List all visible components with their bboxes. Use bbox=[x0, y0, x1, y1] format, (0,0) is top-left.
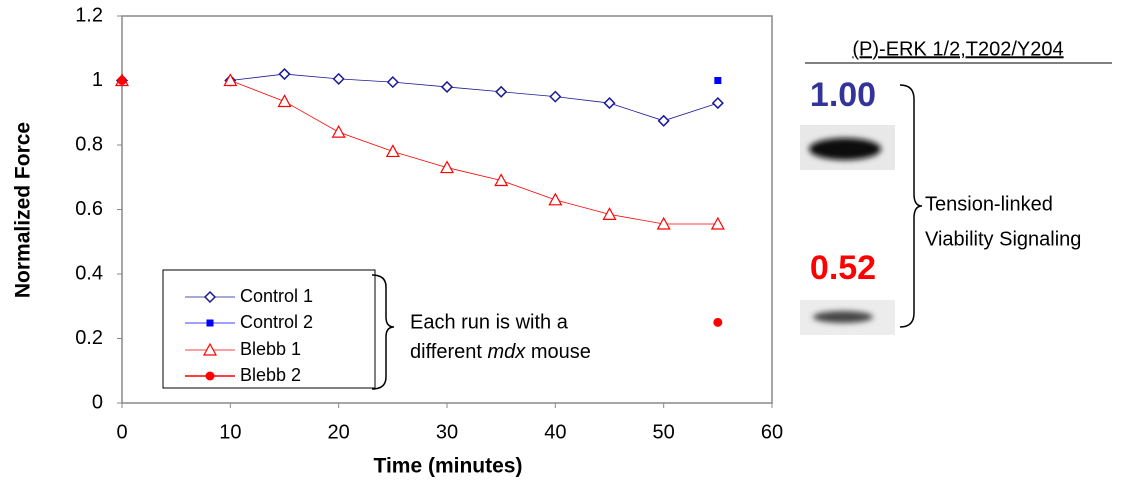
legend-box bbox=[162, 269, 376, 389]
legend-marker bbox=[203, 290, 217, 304]
blot-title: (P)-ERK 1/2,T202/Y204 bbox=[852, 38, 1063, 60]
y-tick-label: 1.2 bbox=[75, 4, 103, 26]
y-tick-label: 1 bbox=[92, 69, 103, 91]
note-part: mdx bbox=[487, 341, 526, 363]
x-tick-label: 20 bbox=[328, 421, 350, 443]
y-tick-label: 0.4 bbox=[75, 262, 103, 284]
point bbox=[602, 207, 617, 220]
point bbox=[439, 160, 455, 174]
blot-value: 0.52 bbox=[810, 249, 876, 287]
signal-label: Viability Signaling bbox=[925, 228, 1081, 250]
point bbox=[494, 173, 509, 187]
note-part: mouse bbox=[525, 341, 591, 363]
blot-band bbox=[813, 311, 873, 323]
point bbox=[331, 124, 346, 138]
y-tick-label: 0.2 bbox=[75, 327, 103, 349]
y-tick-label: 0 bbox=[92, 391, 103, 413]
x-tick-label: 50 bbox=[653, 421, 675, 443]
point bbox=[710, 216, 725, 230]
y-tick-label: 0.6 bbox=[75, 198, 103, 220]
x-axis-title: Time (minutes) bbox=[374, 455, 523, 478]
y-axis-title: Normalized Force bbox=[12, 122, 35, 298]
point bbox=[656, 216, 671, 230]
point bbox=[117, 76, 127, 85]
series-line bbox=[230, 73, 718, 122]
point bbox=[713, 317, 723, 327]
legend-label: Control 2 bbox=[240, 312, 313, 332]
point bbox=[277, 94, 292, 108]
signal-label: Tension-linked bbox=[925, 193, 1053, 215]
series-line bbox=[230, 80, 718, 225]
point bbox=[385, 144, 400, 158]
point bbox=[603, 97, 616, 110]
legend-marker bbox=[205, 371, 215, 381]
x-tick-label: 60 bbox=[761, 421, 783, 443]
legend-label: Blebb 2 bbox=[240, 365, 301, 385]
point bbox=[548, 192, 563, 206]
x-tick-label: 30 bbox=[436, 421, 458, 443]
blot-value: 1.00 bbox=[810, 76, 876, 114]
note-line: Each run is with a bbox=[410, 311, 569, 333]
point bbox=[223, 73, 238, 87]
x-tick-label: 10 bbox=[219, 421, 241, 443]
point bbox=[549, 90, 562, 103]
x-tick-label: 40 bbox=[544, 421, 566, 443]
legend-marker bbox=[206, 319, 214, 327]
point bbox=[386, 76, 399, 89]
note-part: different bbox=[410, 341, 487, 363]
point bbox=[440, 80, 454, 94]
point bbox=[711, 97, 724, 110]
y-tick-label: 0.8 bbox=[75, 133, 103, 155]
blot-brace bbox=[899, 84, 923, 328]
legend-marker bbox=[202, 342, 218, 356]
point bbox=[714, 77, 722, 84]
legend-label: Blebb 1 bbox=[240, 339, 301, 359]
x-tick-label: 0 bbox=[116, 421, 127, 443]
note-line: different mdx mouse bbox=[410, 341, 591, 363]
legend-label: Control 1 bbox=[240, 286, 313, 306]
point bbox=[657, 114, 670, 127]
point bbox=[332, 72, 345, 85]
legend-brace bbox=[371, 274, 395, 390]
point bbox=[278, 67, 291, 81]
point bbox=[495, 85, 508, 98]
blot-band bbox=[809, 138, 881, 160]
